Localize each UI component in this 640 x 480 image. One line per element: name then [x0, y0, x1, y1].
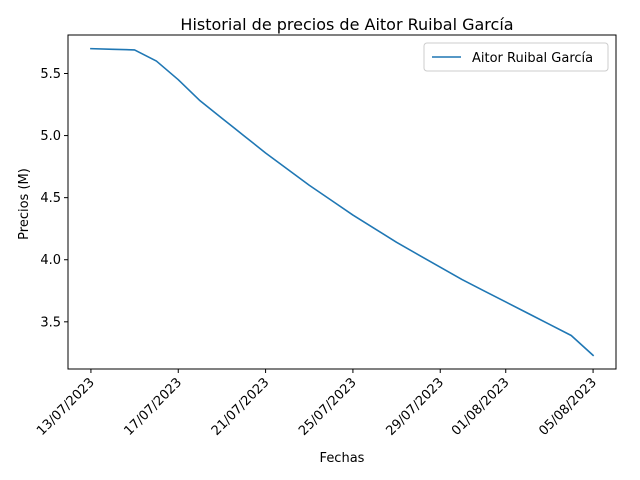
chart-title: Historial de precios de Aitor Ruibal Gar…	[180, 15, 513, 34]
y-tick-label: 5.5	[40, 67, 61, 82]
x-tick-label: 01/08/2023	[449, 375, 513, 439]
x-tick-label: 29/07/2023	[383, 375, 447, 439]
x-tick-label: 17/07/2023	[121, 375, 185, 439]
plot-frame	[67, 34, 617, 370]
y-tick-label: 3.5	[40, 315, 61, 330]
y-tick-label: 4.0	[40, 253, 61, 268]
y-axis: 3.5 4.0 4.5 5.0 5.5	[40, 67, 68, 330]
x-tick-label: 05/08/2023	[536, 375, 600, 439]
x-tick-label: 25/07/2023	[296, 375, 360, 439]
series-layer	[90, 47, 595, 357]
series-line	[90, 47, 595, 357]
x-tick-label: 13/07/2023	[34, 375, 98, 439]
plot-area	[67, 34, 617, 370]
legend-box	[423, 42, 609, 72]
y-axis-label: Precios (M)	[17, 168, 32, 240]
x-tick-label: 21/07/2023	[209, 375, 273, 439]
y-tick-label: 4.5	[40, 191, 61, 206]
y-tick-label: 5.0	[40, 129, 61, 144]
legend-label: Aitor Ruibal García	[472, 51, 593, 66]
legend: Aitor Ruibal García	[423, 42, 609, 72]
x-axis: 13/07/2023 17/07/2023 21/07/2023 25/07/2023…	[34, 369, 600, 439]
x-axis-label: Fechas	[320, 451, 365, 466]
